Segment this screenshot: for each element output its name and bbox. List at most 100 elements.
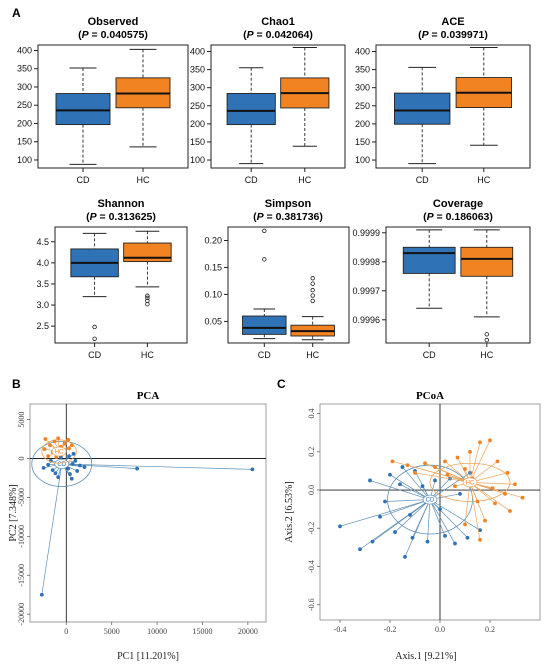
sample-point <box>338 524 342 529</box>
outlier-point <box>262 257 267 262</box>
x-tick-label: CD <box>416 175 429 185</box>
pvalue-open-paren: ( <box>423 211 427 223</box>
pvalue-label: (P = 0.186063) <box>423 211 493 223</box>
centroid-marker <box>422 494 438 505</box>
x-tick-label: 10000 <box>147 627 167 636</box>
box-iqr <box>226 93 276 126</box>
y-tick-label: 400 <box>17 45 32 55</box>
chart-title: Shannon <box>97 198 144 210</box>
spider-line <box>407 464 471 483</box>
box-iqr <box>123 242 172 263</box>
box-iqr <box>55 93 111 126</box>
spider-line <box>427 499 431 542</box>
sample-point <box>62 441 67 446</box>
spider-line <box>379 499 431 518</box>
sample-point <box>398 482 402 487</box>
panel-label-c: C <box>277 377 286 391</box>
sample-point <box>493 501 497 506</box>
outlier-point <box>310 276 315 281</box>
centroid-marker <box>51 446 67 457</box>
y-tick-label: 100 <box>190 155 205 165</box>
x-tick-label: HC <box>477 175 490 185</box>
x-tick-label: -0.2 <box>384 625 397 634</box>
spider-line <box>429 499 456 544</box>
boxplot-panel: Coverage(P = 0.186063)0.99960.99970.9998… <box>352 198 531 360</box>
y-tick-label: 350 <box>190 65 205 75</box>
outlier-point <box>484 332 489 337</box>
y-tick-label: 3.0 <box>36 300 49 310</box>
outlier-point <box>92 336 97 341</box>
ordination-panel: PCA 0 5000 10000 15000 20000 5000 0 -5000 -10000 -… <box>8 390 267 662</box>
sample-point <box>475 499 480 504</box>
pvalue-symbol: P <box>257 211 265 223</box>
outlier-point <box>310 298 315 304</box>
spider-line <box>469 482 516 485</box>
y-tick-label: 250 <box>355 101 370 111</box>
sample-point <box>390 459 395 464</box>
x-tick-label: HC <box>306 350 319 360</box>
y-tick-label: 400 <box>190 47 205 57</box>
x-tick-label: 15000 <box>192 627 212 636</box>
x-tick-label: 0.2 <box>485 625 495 634</box>
y-tick-label: 0.9997 <box>352 286 380 296</box>
y-tick-label: 0.0 <box>307 485 316 495</box>
spider-line <box>429 472 471 500</box>
chart-title: Observed <box>88 16 139 28</box>
y-tick-label: 150 <box>17 137 32 147</box>
sample-point <box>66 466 71 471</box>
ordination-panel: PCoA -0.4 -0.2 0.0 0.2 0.4 0.2 0.0 -0.2 -0.4 -0.6 A… <box>284 390 541 662</box>
y-tick-label: 350 <box>17 64 32 74</box>
group-ellipse <box>31 440 93 487</box>
y-tick-label: 250 <box>190 101 205 111</box>
pvalue-label: (P = 0.381736) <box>253 211 323 223</box>
plot-frame <box>29 403 267 623</box>
sample-point <box>393 530 397 534</box>
pvalue-close-paren: ) <box>489 211 493 223</box>
sample-point <box>483 518 487 523</box>
sample-point <box>425 539 430 544</box>
sample-point <box>71 451 76 456</box>
sample-point <box>503 491 507 496</box>
pvalue-close-paren: ) <box>309 29 313 41</box>
x-tick-label: -0.4 <box>334 625 347 634</box>
centroid-marker <box>462 477 478 488</box>
spider-line <box>61 463 253 470</box>
y-tick-label: 200 <box>17 118 32 128</box>
sample-point <box>46 462 51 467</box>
y-tick-label: 0 <box>17 457 26 461</box>
outlier-point <box>310 293 315 298</box>
outlier-point <box>145 301 150 307</box>
sample-point <box>478 528 482 533</box>
boxplot-panel: Chao1(P = 0.042064)100150200250300350400… <box>190 16 346 185</box>
y-tick-label: 0.9998 <box>352 257 380 267</box>
y-tick-label: -5000 <box>17 488 26 507</box>
pvalue-open-paren: ( <box>418 29 422 41</box>
sample-point <box>46 454 51 459</box>
plot-frame <box>227 226 350 344</box>
sample-point <box>458 491 462 496</box>
spider-line <box>429 499 481 531</box>
outlier-point <box>310 287 315 293</box>
x-axis-label: PC1 [11.201%] <box>117 651 179 662</box>
sample-point <box>378 514 382 519</box>
sample-point <box>433 478 437 483</box>
x-tick-label: CD <box>88 350 101 360</box>
chart-title: Coverage <box>433 198 483 210</box>
sample-point <box>358 547 362 552</box>
outlier-point <box>262 228 267 233</box>
sample-point <box>463 467 467 471</box>
sample-point <box>75 469 80 473</box>
sample-point <box>82 465 87 469</box>
sample-point <box>52 439 57 444</box>
sample-point <box>370 539 375 544</box>
sample-point <box>423 461 427 466</box>
spider-line <box>369 480 431 500</box>
x-tick-label: CD <box>258 350 271 360</box>
y-tick-label: 0.15 <box>204 262 222 272</box>
sample-point <box>420 484 425 489</box>
sample-point <box>505 470 510 475</box>
pvalue-close-paren: ) <box>484 29 488 41</box>
box-iqr <box>242 315 287 335</box>
y-tick-label: 0.10 <box>204 289 222 299</box>
